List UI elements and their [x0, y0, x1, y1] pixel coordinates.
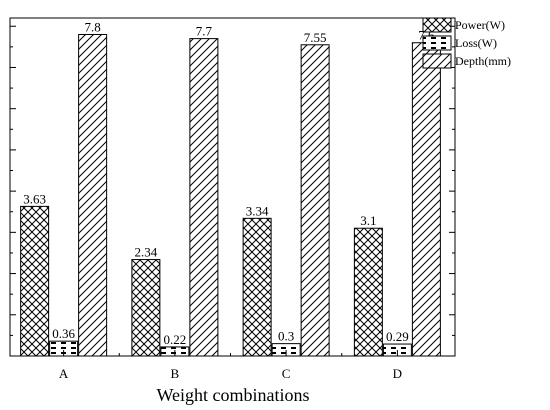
value-label: 0.22 [164, 332, 187, 347]
value-label: 3.34 [246, 203, 269, 218]
value-label: 7.8 [85, 19, 101, 34]
bar-diagonal-C [300, 44, 330, 357]
x-tick-label: A [59, 366, 69, 381]
bar-crosshatch-B [131, 259, 161, 357]
legend-label: Depth(mm) [455, 54, 511, 68]
bar-diagonal-A [78, 33, 108, 357]
value-label: 7.7 [196, 24, 213, 39]
legend-swatch-crosshatch [422, 17, 452, 33]
bar-crosshatch-A [20, 205, 50, 357]
legend-swatch-diagonal [422, 53, 452, 69]
bars-group [20, 33, 441, 357]
y-axis-ticks [10, 25, 455, 357]
plot-frame [9, 17, 456, 357]
value-label: 0.3 [278, 329, 294, 344]
x-axis-label: Weight combinations [156, 385, 309, 405]
value-label: 3.1 [360, 213, 376, 228]
value-label: 0.29 [386, 329, 409, 344]
value-label: 3.63 [23, 191, 46, 206]
value-label: 0.36 [52, 326, 75, 341]
x-axis-ticks: A B C D [59, 350, 402, 381]
legend: Power(W) Loss(W) Depth(mm) [422, 17, 511, 69]
bar-diagonal-D [411, 42, 441, 357]
bar-crosshatch-C [242, 217, 272, 357]
value-label: 2.34 [135, 245, 158, 260]
legend-swatch-dashes [422, 35, 452, 51]
legend-label: Power(W) [455, 18, 505, 32]
x-tick-label: B [171, 366, 180, 381]
bar-crosshatch-D [353, 227, 383, 357]
x-tick-label: D [393, 366, 402, 381]
bar-diagonal-B [189, 38, 219, 357]
value-labels-group: 3.63 0.36 7.8 2.34 0.22 7.7 3.34 0.3 7.55 3.1 0.29… [23, 19, 435, 346]
value-label: 7.55 [304, 30, 327, 45]
legend-label: Loss(W) [455, 36, 497, 50]
x-tick-label: C [282, 366, 291, 381]
